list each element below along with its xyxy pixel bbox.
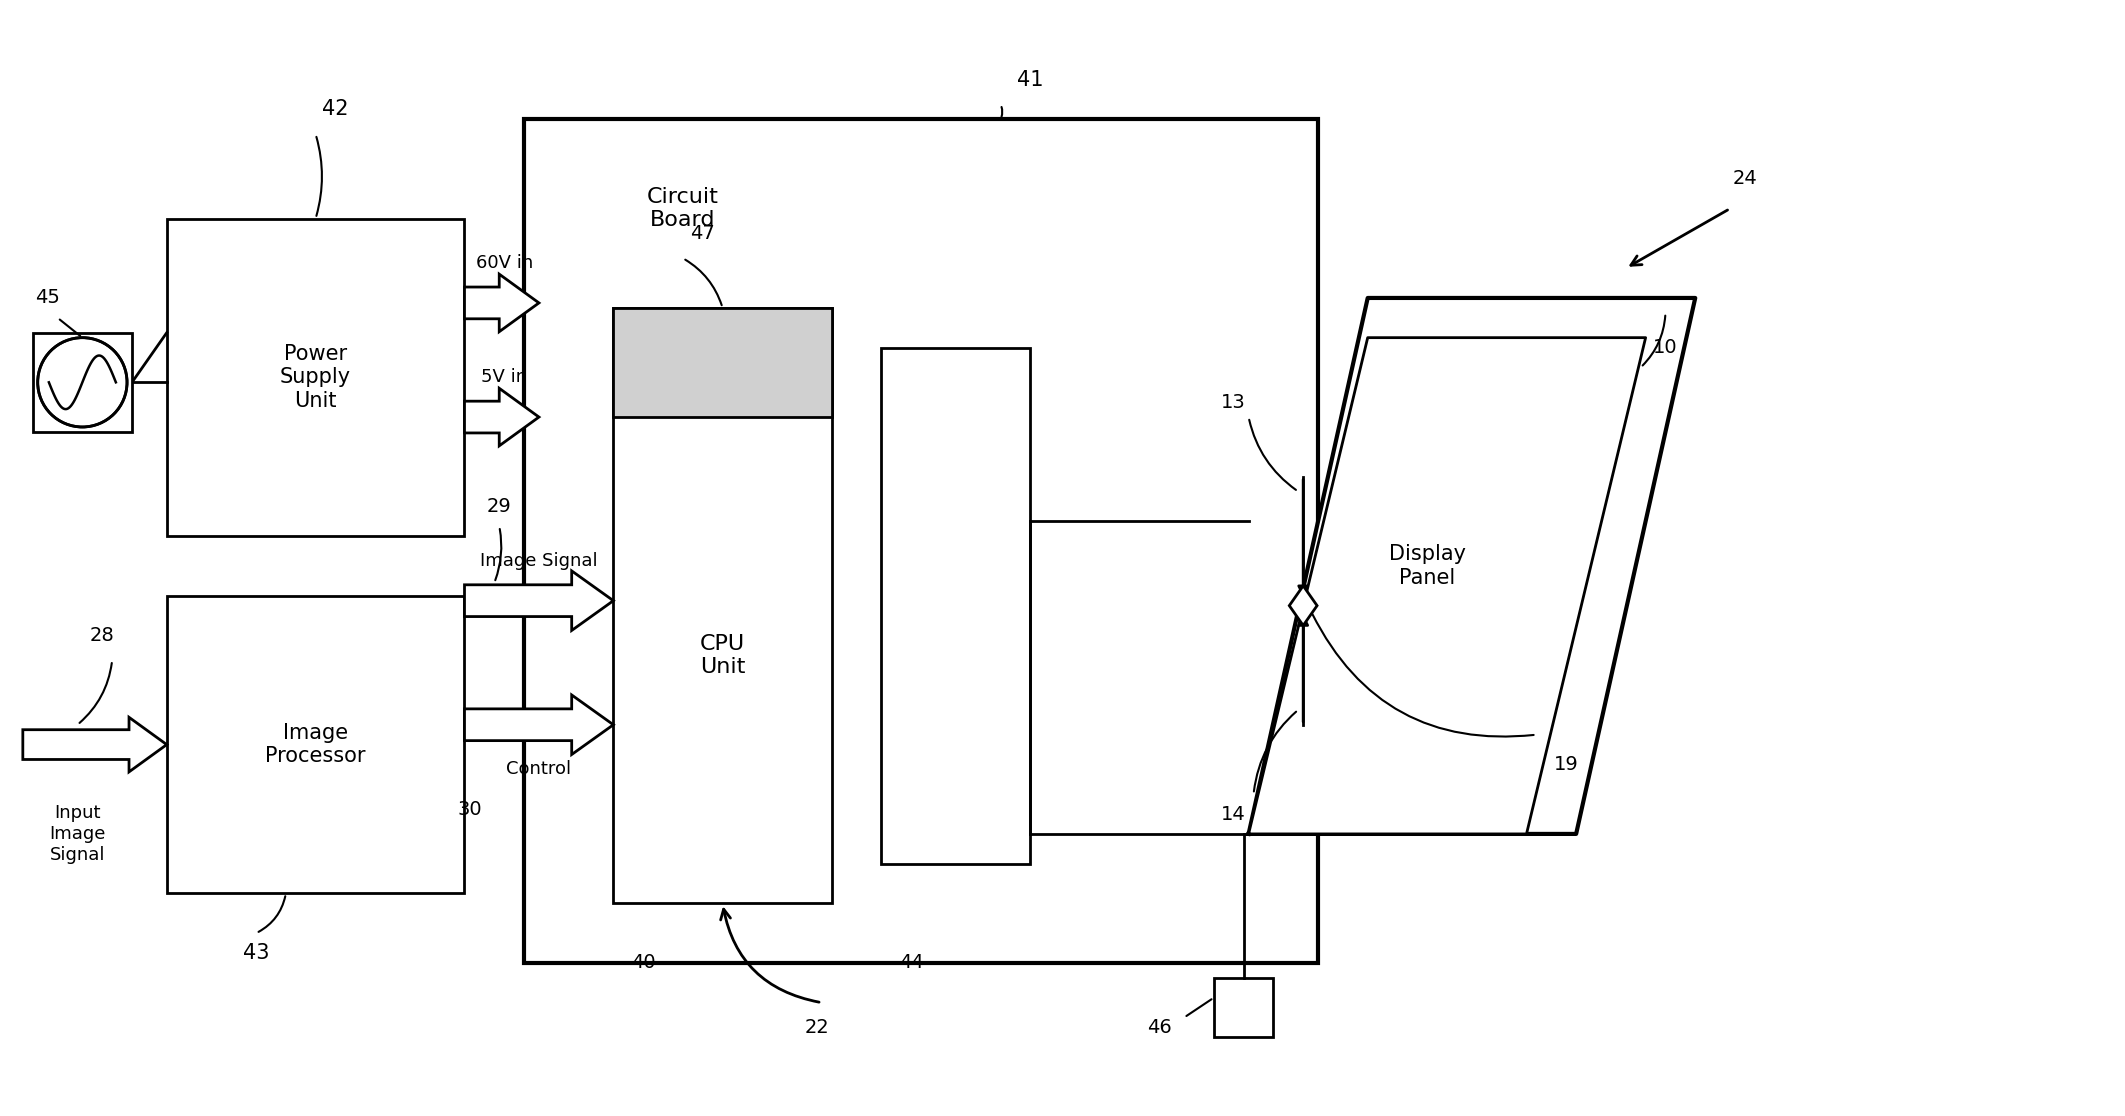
Text: Power
Supply
Unit: Power Supply Unit: [280, 344, 351, 411]
Polygon shape: [23, 718, 166, 772]
Text: 22: 22: [805, 1018, 829, 1037]
Text: 28: 28: [89, 626, 115, 645]
Text: 19: 19: [1553, 754, 1579, 775]
Text: 47: 47: [691, 224, 716, 243]
Polygon shape: [1250, 298, 1696, 834]
Text: 29: 29: [487, 497, 512, 516]
Polygon shape: [1250, 338, 1645, 834]
Polygon shape: [465, 571, 614, 631]
Polygon shape: [1290, 586, 1318, 625]
Text: Image
Processor: Image Processor: [266, 723, 366, 767]
Text: 24: 24: [1732, 170, 1757, 189]
Text: 44: 44: [899, 953, 924, 972]
Bar: [525, 119, 1318, 963]
Text: Input
Image
Signal: Input Image Signal: [49, 805, 106, 864]
Bar: [1213, 978, 1273, 1038]
Text: 13: 13: [1222, 393, 1245, 412]
Text: Circuit
Board: Circuit Board: [646, 187, 718, 230]
Text: 40: 40: [631, 953, 654, 972]
Text: 60V in: 60V in: [476, 254, 533, 272]
Bar: [32, 333, 132, 432]
Bar: [614, 308, 831, 417]
Bar: [166, 219, 465, 536]
Text: 45: 45: [36, 288, 60, 307]
Text: CPU
Unit: CPU Unit: [699, 634, 746, 677]
Polygon shape: [465, 388, 540, 446]
Text: 30: 30: [457, 799, 482, 819]
Text: 46: 46: [1148, 1018, 1171, 1037]
Bar: [882, 347, 1031, 864]
Text: Display
Panel: Display Panel: [1390, 545, 1466, 587]
Bar: [166, 596, 465, 894]
Polygon shape: [465, 695, 614, 754]
Text: 43: 43: [242, 943, 270, 963]
Polygon shape: [465, 275, 540, 331]
Text: 42: 42: [323, 99, 348, 119]
Text: Control: Control: [506, 760, 572, 778]
Bar: [614, 308, 831, 903]
Text: Image Signal: Image Signal: [480, 552, 597, 570]
Text: 10: 10: [1653, 338, 1679, 357]
Text: 41: 41: [1018, 69, 1043, 89]
Text: 5V in: 5V in: [480, 368, 527, 386]
Text: 14: 14: [1222, 805, 1245, 824]
